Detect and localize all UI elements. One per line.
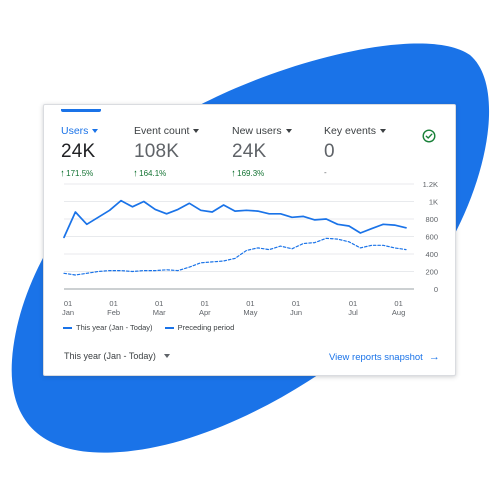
x-tick-month: Jun xyxy=(290,308,302,317)
x-tick-day: 01 xyxy=(292,299,300,308)
x-tick-month: May xyxy=(243,308,257,317)
date-range-select[interactable]: This year (Jan - Today) xyxy=(64,351,170,361)
metric-change: 164.1% xyxy=(139,169,167,178)
y-axis: 0 200 400 600 800 1K 1.2K xyxy=(423,180,438,294)
chart-series xyxy=(63,199,407,276)
x-tick-month: Apr xyxy=(199,308,211,317)
metric-users[interactable]: Users 24K 🠑 171.5% xyxy=(61,125,99,182)
y-tick-label: 600 xyxy=(425,233,438,242)
x-tick-day: 01 xyxy=(64,299,72,308)
x-tick-day: 01 xyxy=(246,299,254,308)
legend-item-previous: Preceding period xyxy=(164,323,235,332)
metric-label: Key events xyxy=(324,125,376,137)
snapshot-link-label: View reports snapshot xyxy=(329,351,423,363)
caret-down-icon xyxy=(285,129,292,133)
x-tick-day: 01 xyxy=(201,299,209,308)
metric-change: 169.3% xyxy=(237,169,265,178)
metric-event-count[interactable]: Event count 108K 🠑 164.1% xyxy=(134,125,200,182)
arrow-up-icon: 🠑 xyxy=(232,169,235,178)
legend-dashed-swatch xyxy=(164,326,174,329)
series-line-current xyxy=(63,199,407,239)
metric-value: 24K xyxy=(61,141,96,162)
view-reports-snapshot-link[interactable]: View reports snapshot → xyxy=(329,351,440,363)
y-tick-label: 1K xyxy=(429,198,438,207)
chart-gridlines xyxy=(64,183,414,290)
x-tick-month: Jan xyxy=(62,308,74,317)
arrow-up-icon: 🠑 xyxy=(134,169,137,178)
caret-down-icon xyxy=(193,129,200,133)
metric-value: 108K xyxy=(134,141,180,162)
x-tick-month: Feb xyxy=(107,308,120,317)
check-circle-icon xyxy=(422,129,436,143)
arrow-up-icon: 🠑 xyxy=(61,169,64,178)
legend-solid-swatch xyxy=(63,326,72,329)
metric-key-events[interactable]: Key events 0 - xyxy=(324,125,386,177)
legend-label: This year (Jan - Today) xyxy=(76,323,153,332)
metric-change: 171.5% xyxy=(66,169,94,178)
caret-down-icon xyxy=(379,129,386,133)
chart-legend: This year (Jan - Today) Preceding period xyxy=(63,323,234,332)
date-range-label: This year (Jan - Today) xyxy=(64,351,156,361)
legend-label: Preceding period xyxy=(177,323,235,332)
y-tick-label: 400 xyxy=(425,250,438,259)
y-tick-label: 800 xyxy=(425,215,438,224)
metric-change: - xyxy=(324,168,327,177)
metric-label: Event count xyxy=(134,125,190,137)
x-tick-month: Aug xyxy=(392,308,405,317)
arrow-right-icon: → xyxy=(428,351,440,363)
series-line-previous xyxy=(63,237,407,276)
y-tick-label: 0 xyxy=(434,285,438,294)
x-tick-month: Mar xyxy=(153,308,166,317)
report-card: Users 24K 🠑 171.5% Event count 108K 🠑 16… xyxy=(43,104,456,376)
metric-value: 0 xyxy=(324,141,335,162)
metric-value: 24K xyxy=(232,141,267,162)
y-tick-label: 1.2K xyxy=(423,180,438,189)
x-tick-day: 01 xyxy=(349,299,357,308)
x-tick-month: Jul xyxy=(348,308,358,317)
metric-label: New users xyxy=(232,125,282,137)
y-tick-label: 200 xyxy=(425,268,438,277)
caret-down-icon xyxy=(163,354,170,358)
legend-item-current: This year (Jan - Today) xyxy=(63,323,153,332)
metric-label: Users xyxy=(61,125,89,137)
metric-new-users[interactable]: New users 24K 🠑 169.3% xyxy=(232,125,292,182)
caret-down-icon xyxy=(92,129,99,133)
x-tick-day: 01 xyxy=(155,299,163,308)
x-tick-day: 01 xyxy=(109,299,117,308)
active-tab-indicator xyxy=(61,109,101,112)
x-tick-day: 01 xyxy=(394,299,402,308)
